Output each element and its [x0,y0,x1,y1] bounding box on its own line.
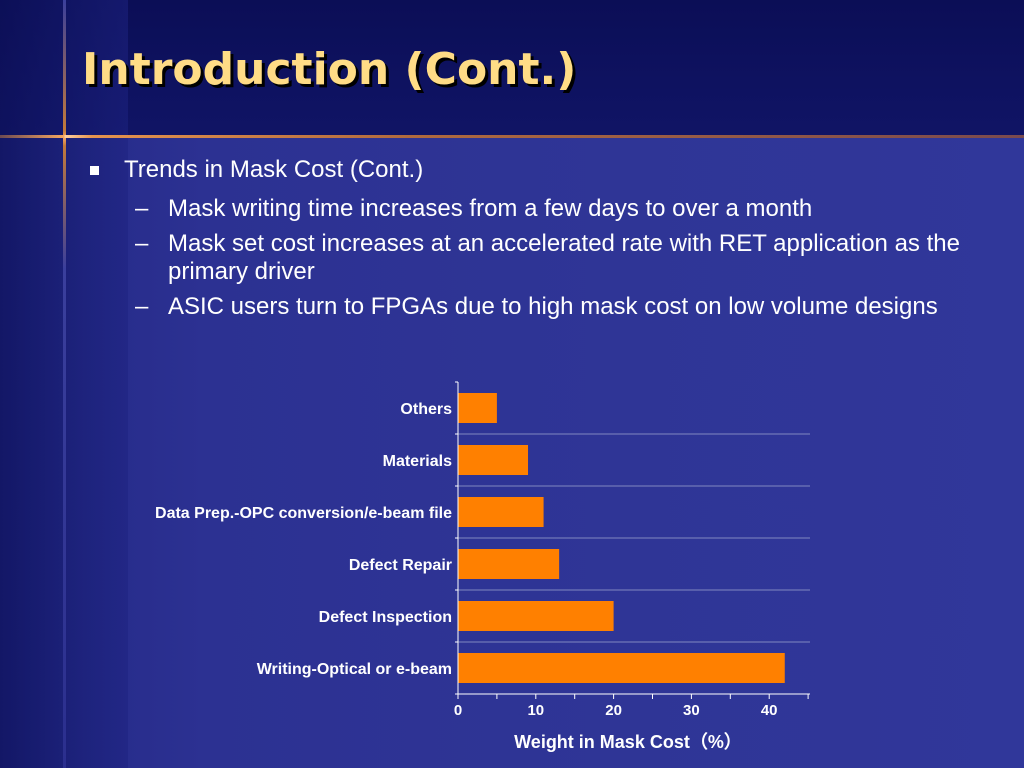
bar [458,653,785,683]
bullet-text: Trends in Mask Cost (Cont.) [124,156,424,183]
subbullet-text: Mask set cost increases at an accelerate… [168,230,960,285]
x-tick-label: 20 [605,702,622,719]
category-label: Writing-Optical or e-beam [257,661,452,678]
x-tick-label: 30 [683,702,700,719]
x-tick-label: 40 [761,702,778,719]
subbullet-item: – ASIC users turn to FPGAs due to high m… [90,293,1010,321]
bar [458,393,497,423]
slide-title: Introduction (Cont.) [82,44,577,95]
x-tick-label: 0 [454,702,462,719]
bar [458,601,614,631]
dash-icon: – [135,230,149,257]
bar [458,497,544,527]
subbullet-item: – Mask writing time increases from a few… [90,195,1010,223]
dash-icon: – [135,293,149,320]
category-label: Defect Inspection [319,609,452,626]
mask-cost-bar-chart: Others Materials Data Prep.-OPC conversion… [155,381,810,752]
bullet-list: Trends in Mask Cost (Cont.) – Mask writi… [90,152,1010,321]
square-bullet-icon [90,166,99,175]
subbullet-item: – Mask set cost increases at an accelera… [90,230,1010,286]
category-label: Defect Repair [349,557,452,574]
category-label: Others [400,401,452,418]
category-label: Data Prep.-OPC conversion/e-beam file [155,505,452,522]
title-band [0,0,1024,137]
x-tick-label: 10 [527,702,544,719]
subbullet-text: Mask writing time increases from a few d… [168,195,813,222]
dash-icon: – [135,195,149,222]
horizontal-accent-line [0,135,1024,138]
bullet-item: Trends in Mask Cost (Cont.) [90,152,1010,188]
vertical-accent-line [63,0,66,768]
x-axis-label: Weight in Mask Cost（%） [514,732,742,752]
bar [458,549,560,579]
bar [458,445,529,475]
category-label: Materials [383,453,452,470]
subbullet-text: ASIC users turn to FPGAs due to high mas… [168,293,938,320]
